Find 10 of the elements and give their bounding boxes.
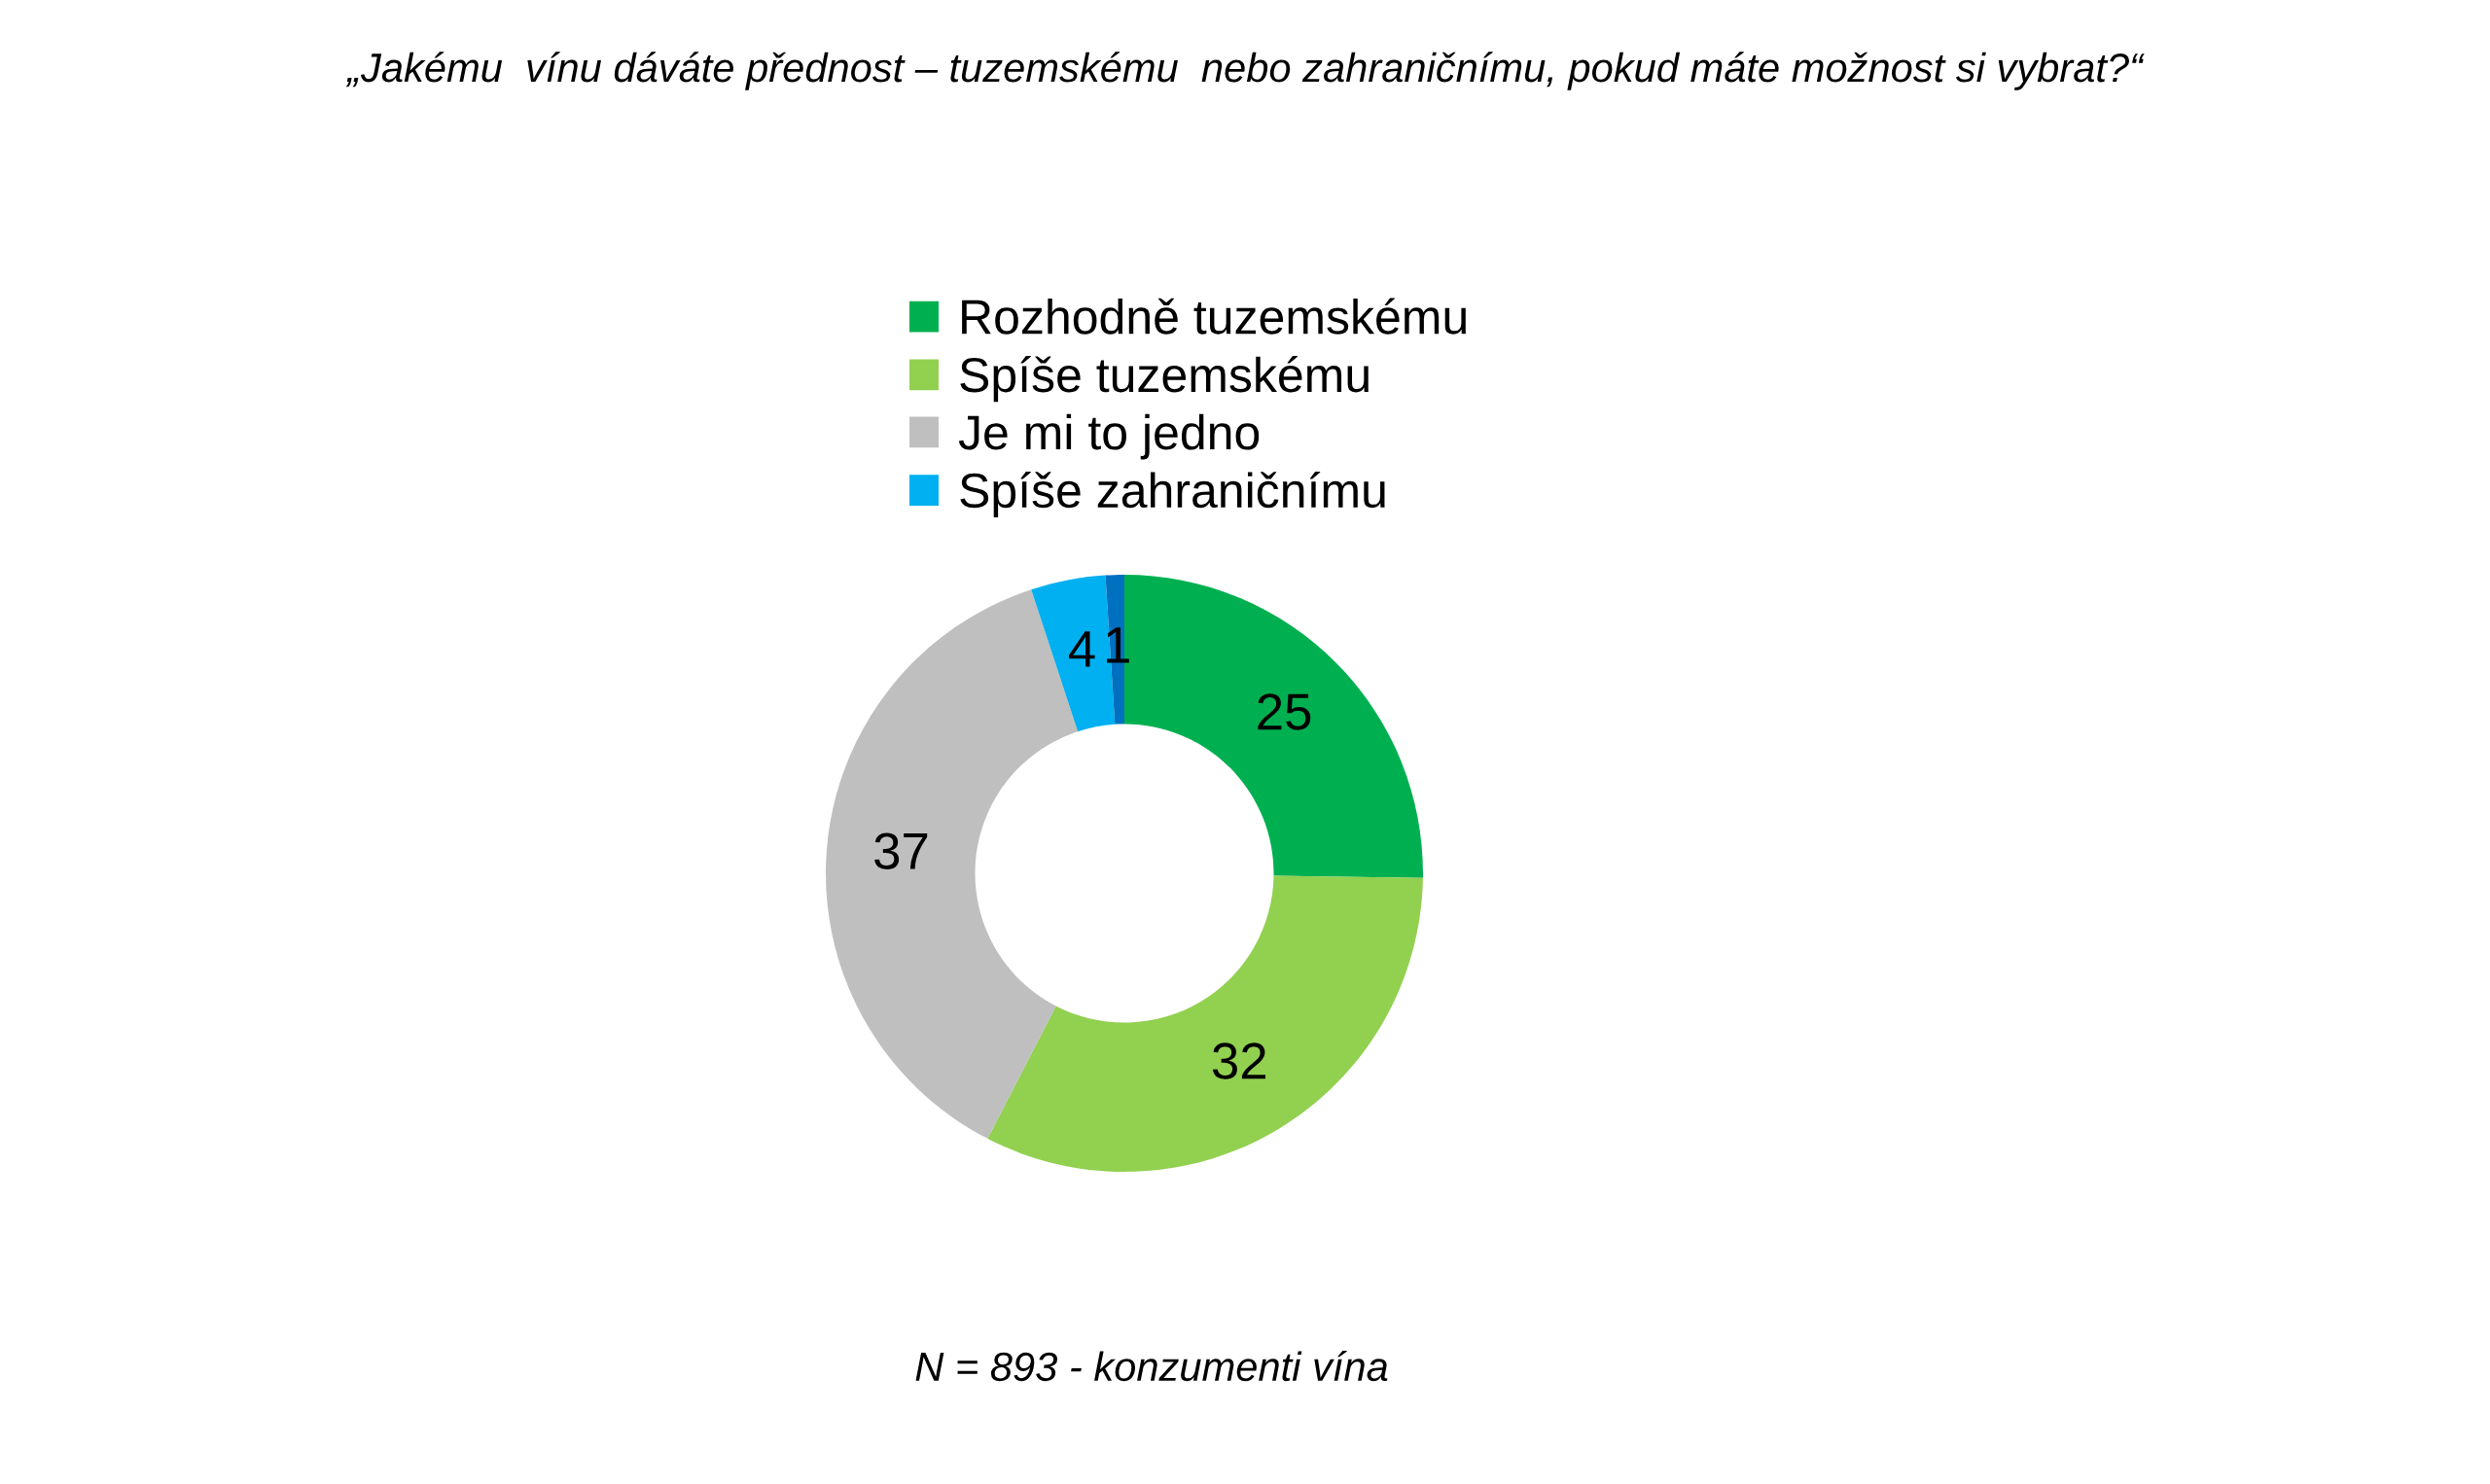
legend-label: Rozhodně tuzemskému	[962, 298, 1466, 335]
legend-label: Spíše zahraničnímu	[960, 471, 1385, 518]
data-label: 32	[1212, 1042, 1265, 1079]
legend-label: Je mi to jedno	[958, 413, 1260, 460]
legend-label: Spíše tuzemskému	[960, 356, 1369, 403]
text: N = 893 - konzumenti vína	[915, 1351, 1388, 1382]
chart-title: „Jakému vínu dáváte přednost – tuzemskému nebo zahraničnímu, pokud máte možnost si vybrat?“	[345, 52, 2145, 90]
data-label: 25	[1258, 693, 1311, 730]
data-label: 4	[1068, 631, 1095, 667]
data-label: 37	[874, 832, 928, 869]
